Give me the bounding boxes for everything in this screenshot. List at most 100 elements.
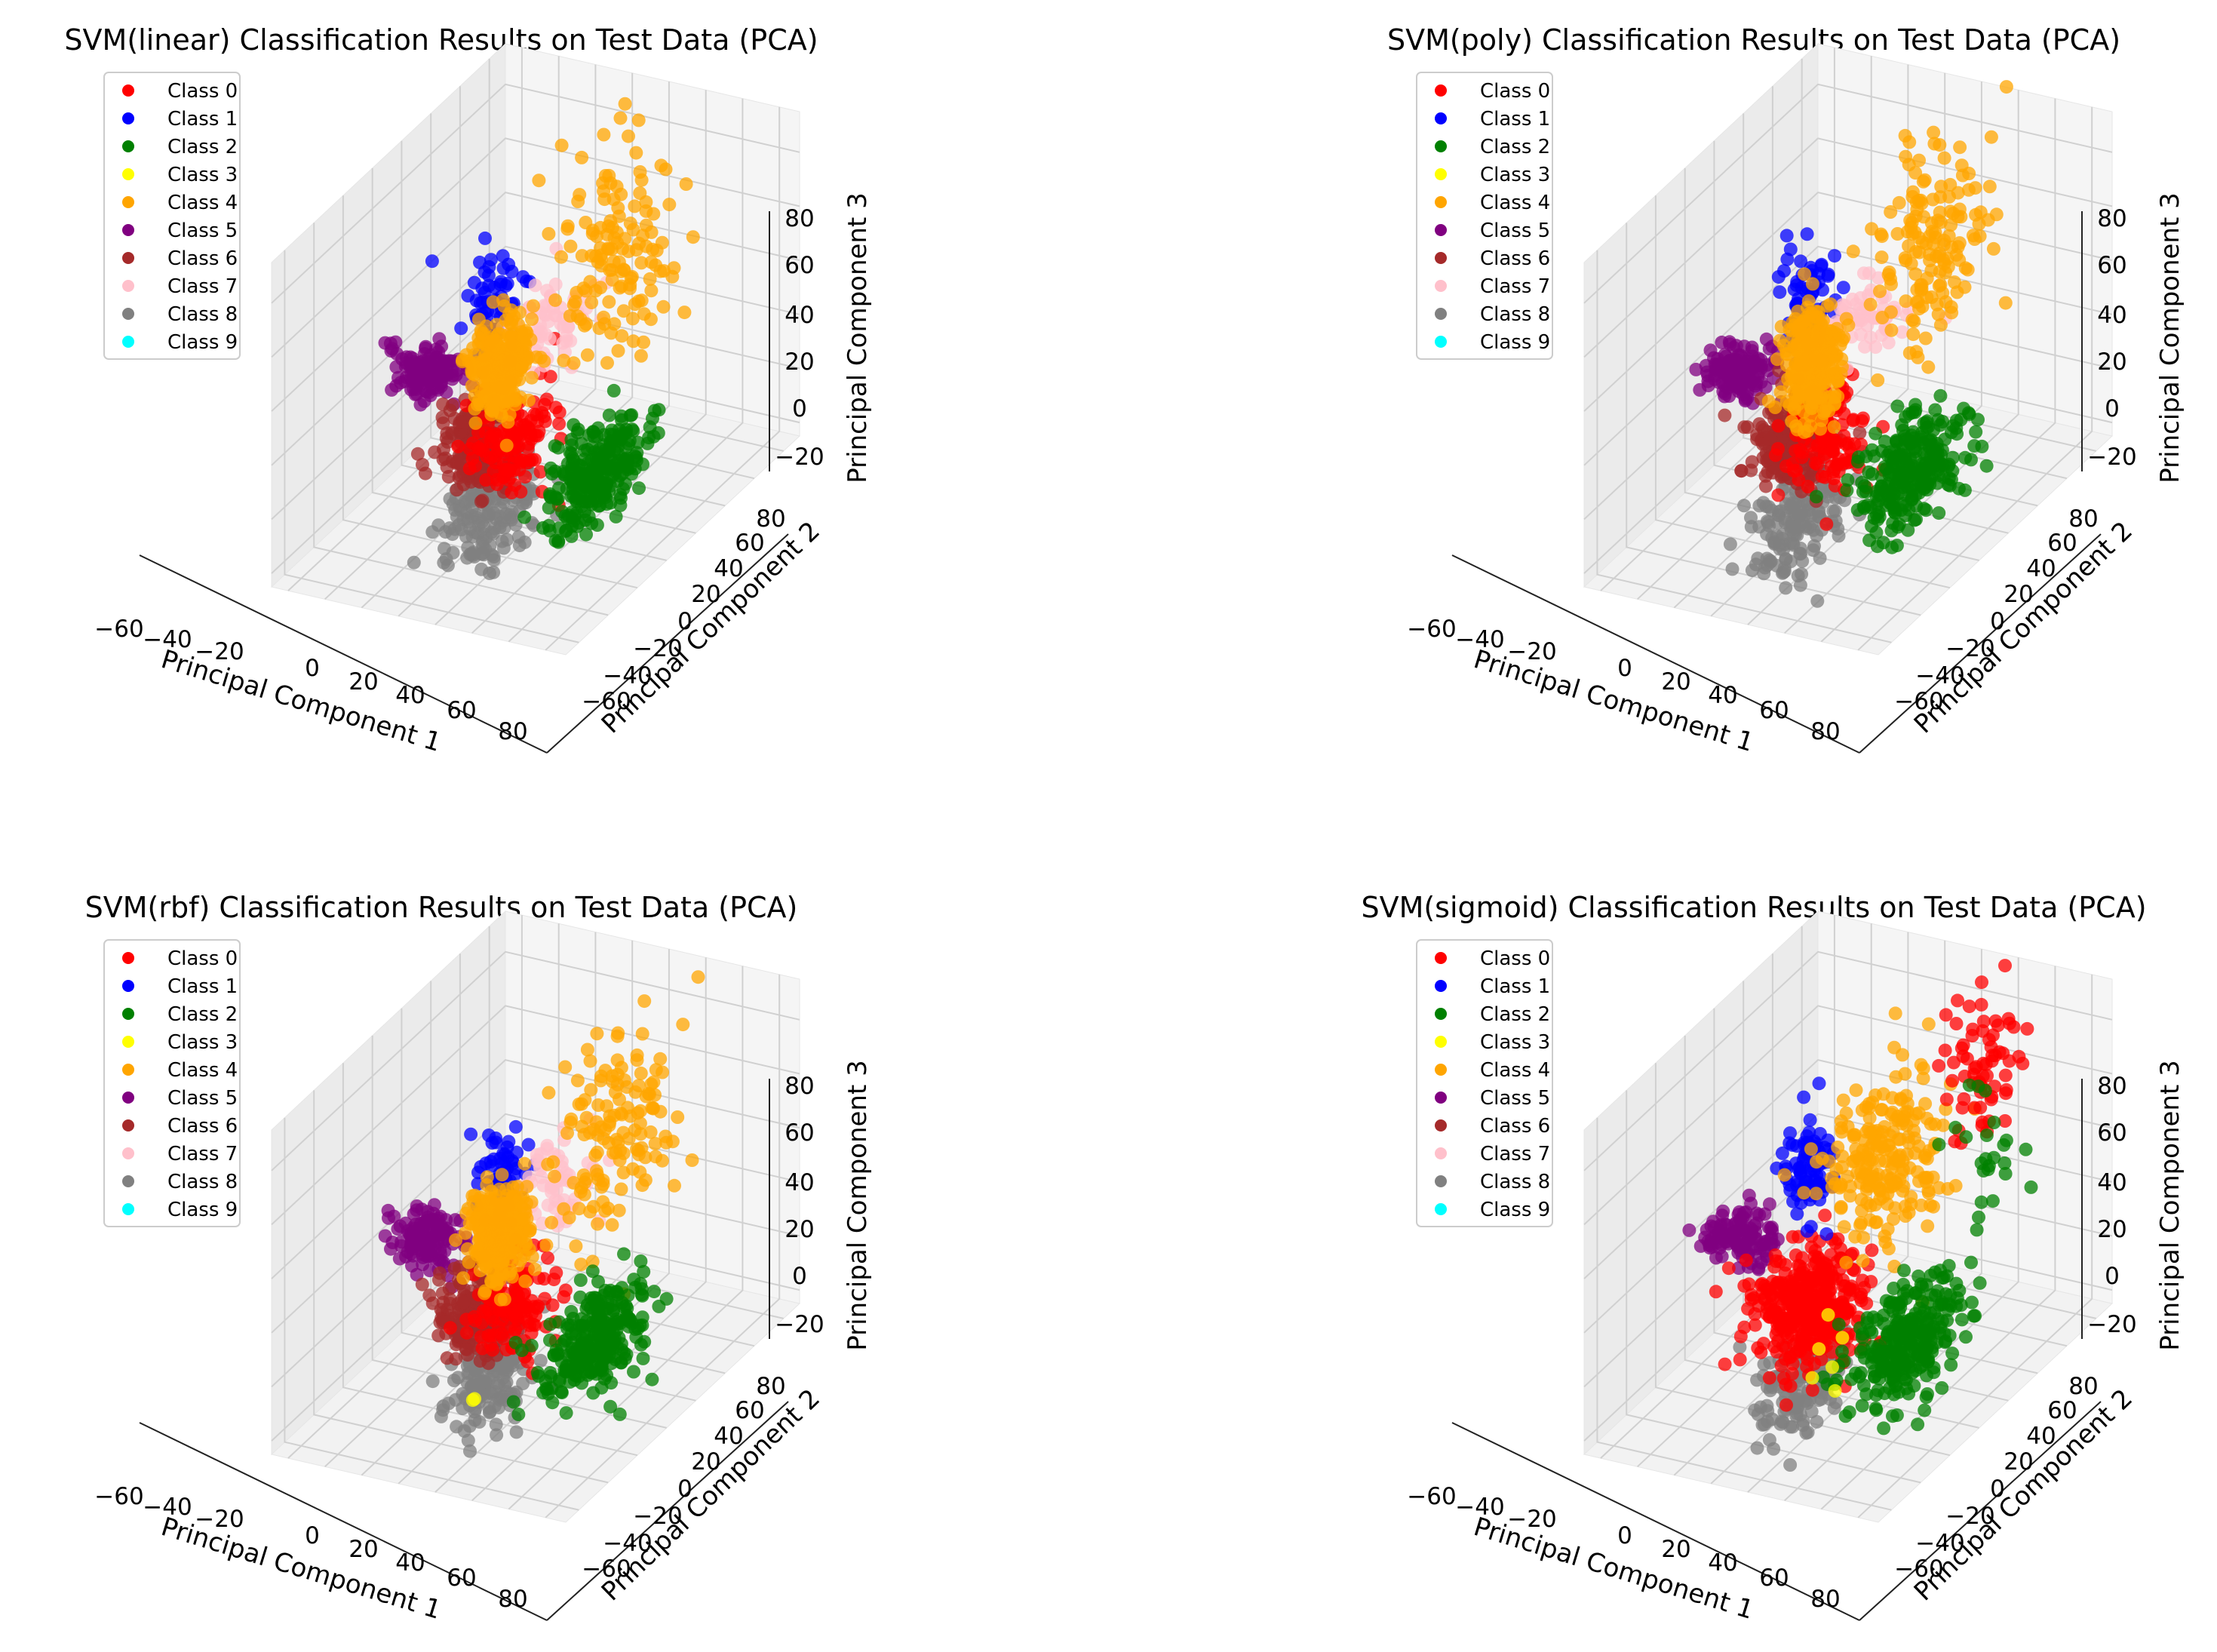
scatter-point (1734, 350, 1749, 364)
scatter-point (1737, 339, 1752, 354)
scatter-point (1864, 330, 1878, 345)
scatter-point (600, 241, 615, 256)
scatter-point (445, 426, 459, 441)
scatter-point (668, 1178, 681, 1193)
scatter-point (1856, 266, 1871, 281)
scatter-point (636, 1351, 650, 1365)
scatter-point (597, 428, 611, 442)
scatter-point (1783, 1458, 1798, 1472)
scatter-point (487, 550, 501, 563)
legend-marker (122, 336, 134, 348)
scatter-point (1773, 285, 1787, 299)
scatter-point (1933, 388, 1948, 403)
grid-line (434, 81, 670, 625)
scatter-point (1862, 533, 1877, 548)
scatter-point (1715, 335, 1729, 349)
scatter-point (1884, 323, 1899, 337)
z-tick-label: 40 (2097, 302, 2126, 329)
scatter-point (1820, 299, 1835, 313)
legend-marker (1435, 280, 1447, 292)
scatter-point (493, 509, 507, 524)
scatter-point (610, 1029, 625, 1043)
scatter-point (1768, 448, 1783, 462)
scatter-point (590, 1027, 604, 1041)
scatter-point (427, 1198, 441, 1212)
scatter-point (679, 177, 693, 191)
scatter-point (573, 1185, 588, 1199)
scatter-point (468, 1392, 482, 1406)
scatter-point (577, 1128, 591, 1142)
scatter-point (570, 1073, 585, 1088)
scatter-point (1724, 372, 1738, 386)
scatter-point (485, 1136, 499, 1150)
legend-label: Class 5 (167, 1087, 238, 1110)
scatter-point (479, 531, 493, 545)
scatter-point (1810, 1414, 1824, 1429)
scatter-point (494, 1254, 508, 1268)
scatter-point (580, 1042, 594, 1057)
scatter-point (1764, 431, 1778, 446)
scatter-point (430, 1223, 444, 1237)
scatter-point (538, 414, 552, 428)
scatter-points (378, 97, 700, 580)
scatter-point (453, 415, 467, 429)
scatter-point (465, 366, 479, 380)
scatter-point (1786, 464, 1801, 478)
back-pane-y (505, 43, 800, 437)
scatter-point (564, 447, 579, 461)
scatter-point (477, 353, 492, 367)
scatter-point (1954, 210, 1968, 224)
scatter-point (465, 379, 479, 393)
scatter-point (1779, 581, 1793, 595)
grid-line (1583, 137, 2113, 358)
scatter-point (419, 339, 433, 354)
scatter-point (524, 1338, 539, 1353)
scatter-point (648, 1137, 662, 1151)
x-tick-label: 0 (305, 655, 320, 682)
scatter-point (477, 548, 491, 562)
scatter-point (500, 277, 514, 290)
scatter-point (1788, 496, 1802, 511)
grid-line (271, 137, 800, 358)
scatter-point (590, 1168, 604, 1182)
scatter-point (517, 1156, 532, 1171)
scatter-point (495, 534, 509, 548)
scatter-point (416, 458, 429, 471)
scatter-point (628, 199, 642, 213)
scatter-point (645, 1372, 659, 1386)
scatter-point (1737, 420, 1752, 434)
legend-entry-class-2: Class 2 (122, 136, 238, 158)
legend-label: Class 2 (1480, 136, 1550, 158)
scatter-point (532, 1369, 546, 1383)
scatter-point (646, 207, 661, 221)
scatter-point (1863, 297, 1878, 312)
scatter-point (594, 259, 609, 273)
scatter-point (1752, 417, 1767, 431)
scatter-point (554, 250, 568, 264)
scatter-point (609, 1285, 623, 1299)
scatter-point (392, 1251, 407, 1266)
z-tick-label: 0 (792, 1263, 807, 1290)
z-tick-label: 0 (792, 395, 807, 422)
scatter-point (1998, 296, 2013, 310)
legend-label: Class 3 (167, 164, 238, 186)
scatter-point (630, 1053, 644, 1067)
scatter-point (1751, 1407, 1765, 1421)
scatter-point (1942, 229, 1956, 243)
legend: Class 0 Class 1 Class 2 Class 3 Class 4 … (103, 72, 241, 360)
scatter-point (632, 481, 646, 496)
scatter-point (552, 405, 567, 419)
scatter-point (1884, 205, 1898, 219)
scatter-point (449, 1393, 462, 1407)
scatter-point (1899, 149, 1913, 164)
scatter-point (575, 150, 589, 164)
legend-entry-class-9: Class 9 (122, 331, 238, 354)
scatter-point (504, 513, 518, 527)
scatter-point (484, 369, 499, 383)
x-axis-line (139, 554, 548, 754)
scatter-point (1723, 354, 1736, 368)
scatter-point (571, 422, 585, 437)
scatter-point (591, 1098, 606, 1112)
scatter-point (573, 472, 588, 487)
legend-label: Class 6 (1480, 247, 1550, 270)
